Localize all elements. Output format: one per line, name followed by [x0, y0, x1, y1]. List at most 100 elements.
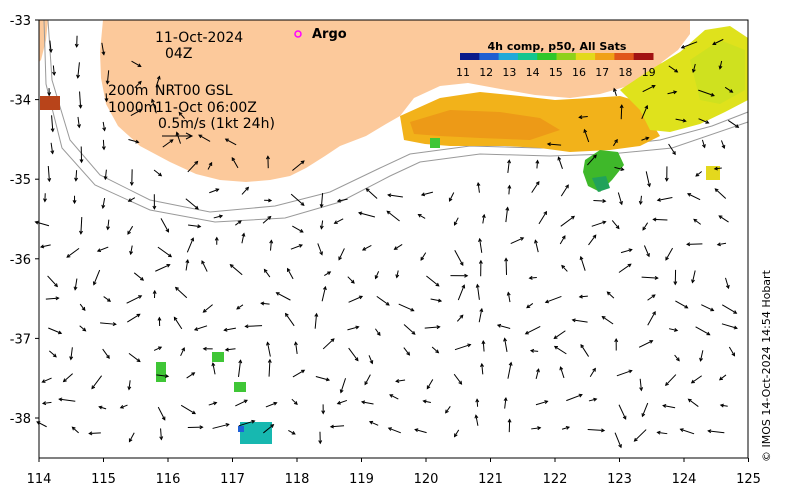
- current-vector: [417, 213, 426, 219]
- current-vector: [713, 166, 722, 171]
- current-vector: [524, 325, 541, 335]
- current-vector: [290, 244, 303, 250]
- colorbar-tick-label: 17: [595, 66, 609, 79]
- current-vector: [152, 194, 157, 210]
- current-vector: [336, 399, 348, 405]
- current-vector: [535, 159, 540, 169]
- current-vector: [725, 277, 730, 290]
- current-vector: [157, 316, 162, 327]
- current-vector: [387, 193, 403, 198]
- current-vector: [398, 303, 415, 312]
- current-vector: [454, 343, 472, 351]
- current-vector: [613, 87, 617, 96]
- current-vector: [430, 298, 443, 303]
- current-vector: [58, 397, 76, 402]
- current-vector: [686, 242, 703, 247]
- current-vector: [288, 429, 296, 435]
- current-vector: [395, 379, 406, 383]
- current-vector: [153, 169, 163, 177]
- current-vector: [579, 255, 586, 271]
- current-vector: [201, 260, 208, 272]
- current-vector: [150, 98, 157, 114]
- current-vector: [213, 214, 224, 219]
- current-vector: [618, 263, 632, 273]
- current-vector: [238, 419, 256, 427]
- current-vector: [159, 428, 164, 441]
- current-vector: [76, 62, 81, 79]
- land-southwest-tip: [39, 20, 48, 62]
- current-vector: [101, 197, 106, 209]
- colorbar-tick-label: 16: [572, 66, 586, 79]
- current-vector: [496, 323, 511, 329]
- current-vector: [237, 359, 243, 378]
- current-vector: [503, 337, 508, 352]
- current-vector: [531, 181, 540, 193]
- current-vector: [588, 397, 598, 402]
- current-vector: [699, 350, 704, 362]
- current-vector: [128, 352, 141, 363]
- current-vector: [422, 399, 431, 404]
- current-vector: [102, 348, 110, 360]
- current-vector: [188, 224, 202, 229]
- map-frame: [38, 19, 749, 459]
- current-vector: [507, 184, 512, 195]
- current-vector: [526, 303, 534, 309]
- current-vector: [645, 171, 651, 188]
- current-vector: [347, 276, 355, 284]
- current-vector: [374, 271, 380, 280]
- current-vector: [578, 294, 588, 299]
- current-vector: [450, 273, 469, 278]
- current-vector: [39, 244, 51, 249]
- colorbar-tick-label: 15: [549, 66, 563, 79]
- current-vector: [481, 340, 486, 352]
- current-vector: [728, 346, 736, 357]
- current-vector: [642, 84, 656, 93]
- current-vector: [445, 406, 451, 414]
- current-vector: [348, 295, 364, 303]
- colorbar-tick-label: 11: [456, 66, 470, 79]
- current-vector: [721, 304, 738, 314]
- colorbar-segment: [556, 53, 577, 60]
- current-vector: [719, 403, 728, 408]
- current-vector: [712, 38, 724, 46]
- current-vector: [264, 198, 273, 203]
- current-vector: [209, 188, 220, 194]
- current-vector: [224, 347, 236, 352]
- current-vector: [127, 197, 136, 202]
- current-vector: [561, 264, 568, 272]
- current-vector: [48, 327, 63, 335]
- current-vector: [587, 154, 597, 166]
- current-vector: [606, 291, 615, 299]
- current-vector: [503, 396, 508, 409]
- sst-patch-north-warm: [410, 110, 560, 140]
- current-vector: [133, 272, 145, 281]
- current-vector: [656, 197, 673, 202]
- current-vector: [431, 346, 440, 354]
- current-vector: [365, 188, 378, 199]
- current-vector: [224, 138, 237, 146]
- sst-patch-4: [240, 422, 272, 444]
- sst-patches: [40, 26, 748, 444]
- current-vector: [617, 192, 623, 206]
- current-vector: [126, 295, 143, 304]
- current-vector: [157, 406, 166, 421]
- current-vector: [186, 237, 195, 253]
- current-vector: [321, 404, 326, 415]
- current-vector: [74, 35, 79, 48]
- current-vector: [185, 259, 190, 271]
- current-vector: [50, 115, 55, 133]
- x-tick-label: 114: [27, 472, 52, 487]
- current-vector: [91, 375, 103, 390]
- colorbar-title: 4h comp, p50, All Sats: [488, 40, 627, 53]
- current-vector: [560, 184, 569, 197]
- current-vector: [641, 275, 659, 280]
- current-vector: [127, 313, 141, 323]
- current-vector: [155, 263, 171, 272]
- current-vector: [71, 426, 79, 434]
- current-vector: [559, 366, 565, 379]
- current-vector: [693, 218, 702, 225]
- current-vector: [105, 70, 110, 85]
- current-vector: [591, 220, 607, 227]
- current-vector: [691, 270, 696, 284]
